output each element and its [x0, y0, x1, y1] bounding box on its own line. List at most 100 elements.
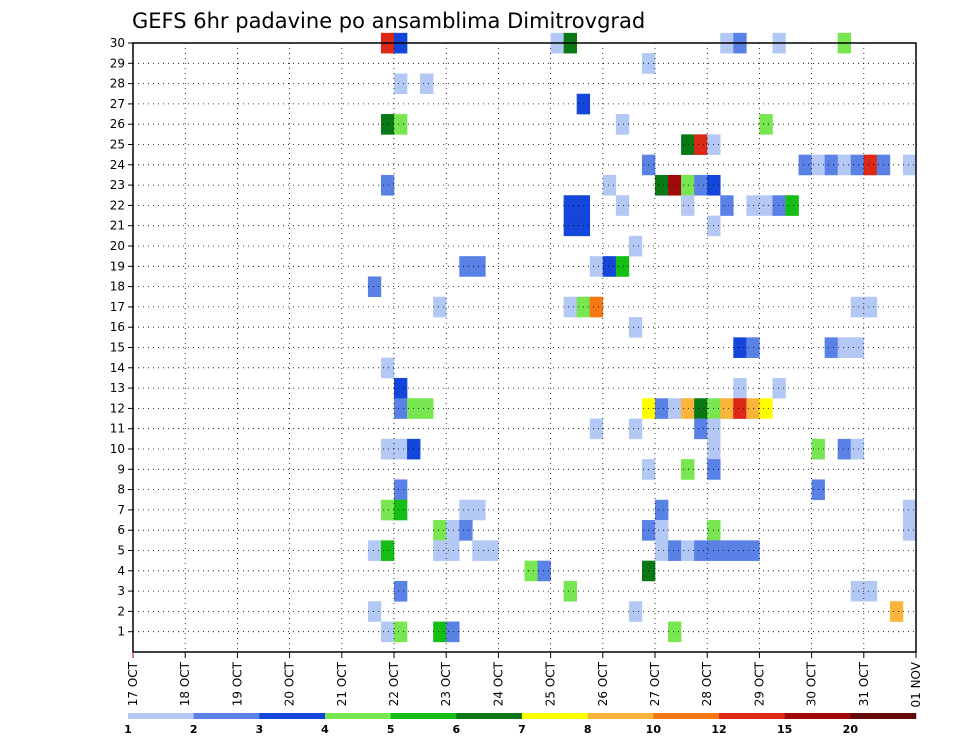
- x-tick-label: 17 OCT: [126, 661, 140, 706]
- precip-cell: [694, 540, 708, 561]
- precip-cell: [889, 601, 904, 622]
- x-tick-label: 27 OCT: [648, 661, 662, 706]
- legend-swatch: [325, 713, 391, 719]
- x-tick-label: 31 OCT: [857, 661, 871, 706]
- y-tick-label: 22: [110, 198, 125, 212]
- x-tick-label: 24 OCT: [491, 661, 505, 706]
- x-tick-label: 22 OCT: [387, 661, 401, 706]
- legend-swatch: [850, 713, 917, 719]
- x-tick-label: 21 OCT: [335, 661, 349, 706]
- precip-cell: [720, 540, 734, 561]
- legend-label: 10: [646, 723, 662, 736]
- precip-cell: [863, 580, 878, 602]
- precip-cell: [589, 418, 604, 440]
- x-tick-label: 18 OCT: [178, 661, 192, 706]
- precip-cell: [785, 195, 799, 216]
- precip-cell: [668, 174, 682, 196]
- y-tick-label: 7: [117, 503, 125, 517]
- y-tick-label: 20: [110, 239, 125, 253]
- precip-cell: [681, 195, 695, 216]
- y-tick-label: 15: [110, 341, 125, 355]
- legend-swatch: [128, 713, 194, 719]
- precip-cell: [655, 520, 669, 541]
- y-tick-label: 28: [110, 77, 125, 91]
- precip-cell: [681, 174, 695, 196]
- precip-cell: [902, 499, 917, 521]
- legend-label: 6: [453, 723, 461, 736]
- legend-label: 8: [584, 723, 592, 736]
- precip-cell: [589, 256, 604, 277]
- precip-cell: [668, 398, 682, 419]
- precip-cell: [681, 398, 695, 419]
- y-tick-label: 3: [117, 584, 125, 598]
- x-tick-label: 25 OCT: [544, 661, 558, 706]
- y-tick-label: 29: [110, 56, 125, 70]
- x-tick-label: 01 NOV: [909, 661, 923, 707]
- y-tick-label: 25: [110, 138, 125, 152]
- precip-cell: [694, 398, 708, 419]
- legend-swatch: [653, 713, 720, 719]
- precip-cell: [394, 377, 408, 399]
- legend-label: 7: [518, 723, 526, 736]
- precip-cell: [446, 540, 460, 561]
- precip-cell: [367, 601, 382, 622]
- y-axis-ticks: 1234567891011121314151617181920212223242…: [110, 36, 133, 639]
- precip-cell: [720, 398, 734, 419]
- grid-lines: [133, 42, 916, 652]
- legend-label: 5: [387, 723, 395, 736]
- legend-swatch: [456, 713, 523, 719]
- precip-cell: [655, 174, 669, 196]
- precip-cell: [380, 499, 395, 521]
- y-tick-label: 30: [110, 36, 125, 50]
- precip-cell: [367, 540, 382, 561]
- precip-cell: [628, 601, 643, 622]
- y-tick-label: 14: [110, 361, 125, 375]
- y-tick-label: 8: [117, 483, 125, 497]
- precipitation-cells: [367, 32, 917, 643]
- legend-swatch: [587, 713, 654, 719]
- precip-cell: [433, 296, 447, 318]
- precip-cell: [850, 337, 865, 358]
- y-tick-label: 18: [110, 280, 125, 294]
- precip-cell: [433, 520, 447, 541]
- y-tick-label: 4: [117, 564, 125, 578]
- y-tick-label: 9: [117, 462, 125, 476]
- precip-cell: [733, 398, 747, 419]
- precip-cell: [459, 256, 473, 277]
- precip-cell: [459, 499, 473, 521]
- legend-swatch: [719, 713, 785, 719]
- y-tick-label: 16: [110, 320, 125, 334]
- precip-cell: [524, 560, 538, 582]
- precip-cell: [394, 114, 408, 135]
- precip-cell: [824, 337, 838, 358]
- chart-title: GEFS 6hr padavine po ansamblima Dimitrov…: [132, 9, 645, 33]
- precip-cell: [563, 215, 577, 237]
- x-tick-label: 26 OCT: [596, 661, 610, 706]
- precip-cell: [563, 195, 577, 216]
- y-tick-label: 19: [110, 259, 125, 273]
- precip-cell: [628, 235, 643, 257]
- precip-cell: [668, 621, 682, 643]
- precip-cell: [394, 479, 408, 501]
- precip-cell: [394, 580, 408, 602]
- legend-label: 2: [190, 723, 198, 736]
- precip-cell: [394, 621, 408, 643]
- precip-cell: [628, 418, 643, 440]
- y-tick-label: 2: [117, 604, 125, 618]
- precip-cell: [394, 499, 408, 521]
- legend-swatch: [784, 713, 851, 719]
- x-tick-label: 23 OCT: [439, 661, 453, 706]
- precip-cell: [681, 134, 695, 155]
- y-tick-label: 23: [110, 178, 125, 192]
- precip-cell: [394, 73, 408, 95]
- precip-cell: [733, 540, 747, 561]
- precip-cell: [563, 296, 577, 318]
- precip-cell: [380, 174, 395, 196]
- legend-swatch: [193, 713, 260, 719]
- precip-cell: [433, 621, 447, 643]
- legend-label: 3: [256, 723, 264, 736]
- precip-cell: [694, 174, 708, 196]
- legend-label: 1: [124, 723, 132, 736]
- y-tick-label: 6: [117, 523, 125, 537]
- x-tick-label: 28 OCT: [700, 661, 714, 706]
